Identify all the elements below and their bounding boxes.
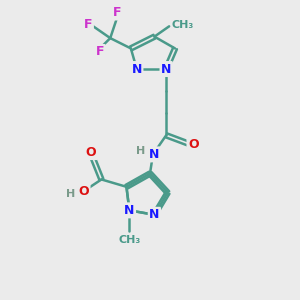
Text: CH₃: CH₃ — [118, 235, 140, 244]
Text: F: F — [113, 6, 122, 19]
Text: CH₃: CH₃ — [172, 20, 194, 30]
Text: N: N — [161, 62, 171, 76]
Text: N: N — [132, 62, 142, 76]
Text: N: N — [124, 204, 135, 217]
Text: O: O — [188, 138, 199, 151]
Text: H: H — [136, 146, 145, 157]
Text: N: N — [149, 208, 160, 221]
Text: N: N — [149, 148, 160, 161]
Text: F: F — [84, 18, 92, 32]
Text: H: H — [66, 189, 76, 199]
Text: O: O — [78, 185, 89, 198]
Text: F: F — [96, 45, 104, 58]
Text: O: O — [86, 146, 96, 159]
